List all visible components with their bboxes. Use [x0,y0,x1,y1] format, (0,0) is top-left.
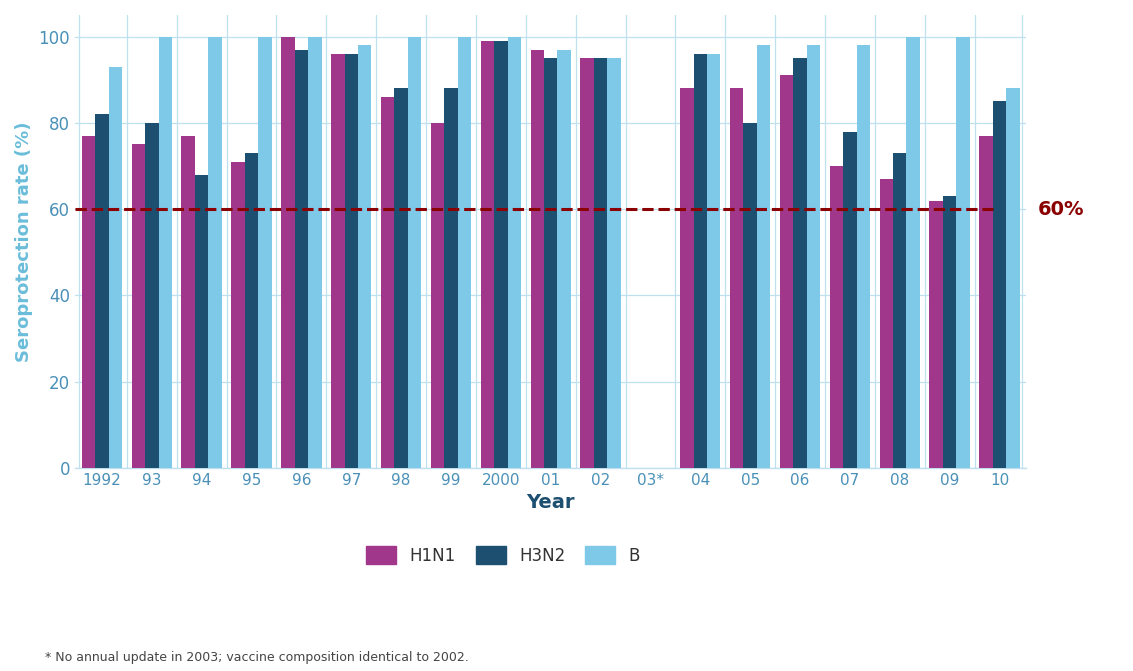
Bar [381,97,394,468]
Bar [295,50,308,468]
Bar [231,162,245,468]
Bar [843,132,857,468]
Bar [408,37,421,468]
Bar [82,136,95,468]
Legend: H1N1, H3N2, B: H1N1, H3N2, B [358,538,648,573]
Bar [594,58,607,468]
Bar [530,50,544,468]
Bar [208,37,222,468]
Bar [131,144,145,468]
Bar [807,45,820,468]
Bar [245,153,258,468]
Y-axis label: Seroprotection rate (%): Seroprotection rate (%) [15,121,33,362]
Bar [544,58,557,468]
Bar [1006,89,1020,468]
Bar [195,174,208,468]
Bar [580,58,594,468]
Bar [979,136,993,468]
Bar [857,45,870,468]
Bar [508,37,521,468]
Bar [993,101,1006,468]
Bar [793,58,807,468]
Bar [95,114,109,468]
Bar [943,196,956,468]
Bar [680,89,693,468]
Bar [308,37,322,468]
Bar [780,75,793,468]
Bar [331,54,344,468]
Bar [258,37,272,468]
Bar [281,37,295,468]
Bar [394,89,408,468]
Bar [743,123,757,468]
Bar [109,67,122,468]
Bar [344,54,358,468]
Bar [159,37,172,468]
Bar [444,89,458,468]
Bar [557,50,571,468]
Bar [607,58,621,468]
Bar [956,37,970,468]
Bar [893,153,906,468]
Bar [458,37,471,468]
Text: 60%: 60% [1038,200,1084,219]
Bar [145,123,159,468]
Bar [757,45,770,468]
Bar [431,123,444,468]
X-axis label: Year: Year [527,493,574,513]
Bar [693,54,707,468]
Bar [707,54,721,468]
Bar [181,136,195,468]
Bar [358,45,372,468]
Bar [494,41,508,468]
Bar [480,41,494,468]
Text: * No annual update in 2003; vaccine composition identical to 2002.: * No annual update in 2003; vaccine comp… [45,652,469,664]
Bar [906,37,920,468]
Bar [829,166,843,468]
Bar [929,201,943,468]
Bar [879,179,893,468]
Bar [730,89,743,468]
